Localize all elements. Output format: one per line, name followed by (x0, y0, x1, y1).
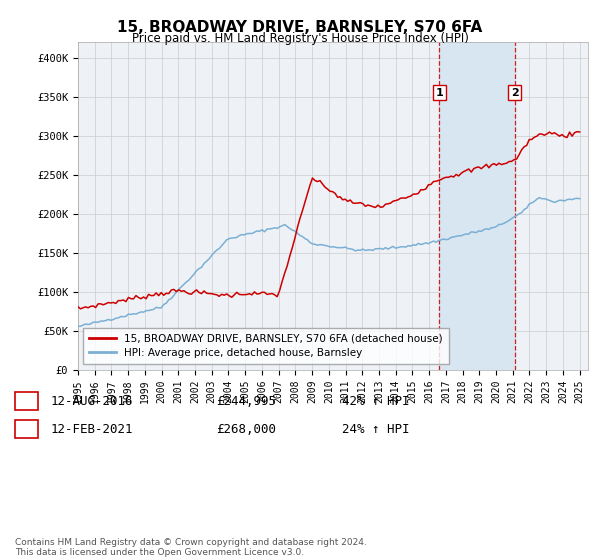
Text: 24% ↑ HPI: 24% ↑ HPI (342, 423, 409, 436)
Text: 1: 1 (436, 88, 443, 97)
Text: 42% ↑ HPI: 42% ↑ HPI (342, 395, 409, 408)
Text: £268,000: £268,000 (216, 423, 276, 436)
Text: Contains HM Land Registry data © Crown copyright and database right 2024.
This d: Contains HM Land Registry data © Crown c… (15, 538, 367, 557)
Text: 15, BROADWAY DRIVE, BARNSLEY, S70 6FA: 15, BROADWAY DRIVE, BARNSLEY, S70 6FA (118, 20, 482, 35)
Text: Price paid vs. HM Land Registry's House Price Index (HPI): Price paid vs. HM Land Registry's House … (131, 32, 469, 45)
Bar (439, 42, 515, 370)
Text: 12-AUG-2016: 12-AUG-2016 (51, 395, 133, 408)
Text: 1: 1 (23, 395, 30, 408)
Text: 2: 2 (23, 423, 30, 436)
Legend: 15, BROADWAY DRIVE, BARNSLEY, S70 6FA (detached house), HPI: Average price, deta: 15, BROADWAY DRIVE, BARNSLEY, S70 6FA (d… (83, 328, 449, 365)
Text: 2: 2 (511, 88, 518, 97)
Text: £244,995: £244,995 (216, 395, 276, 408)
Text: 12-FEB-2021: 12-FEB-2021 (51, 423, 133, 436)
